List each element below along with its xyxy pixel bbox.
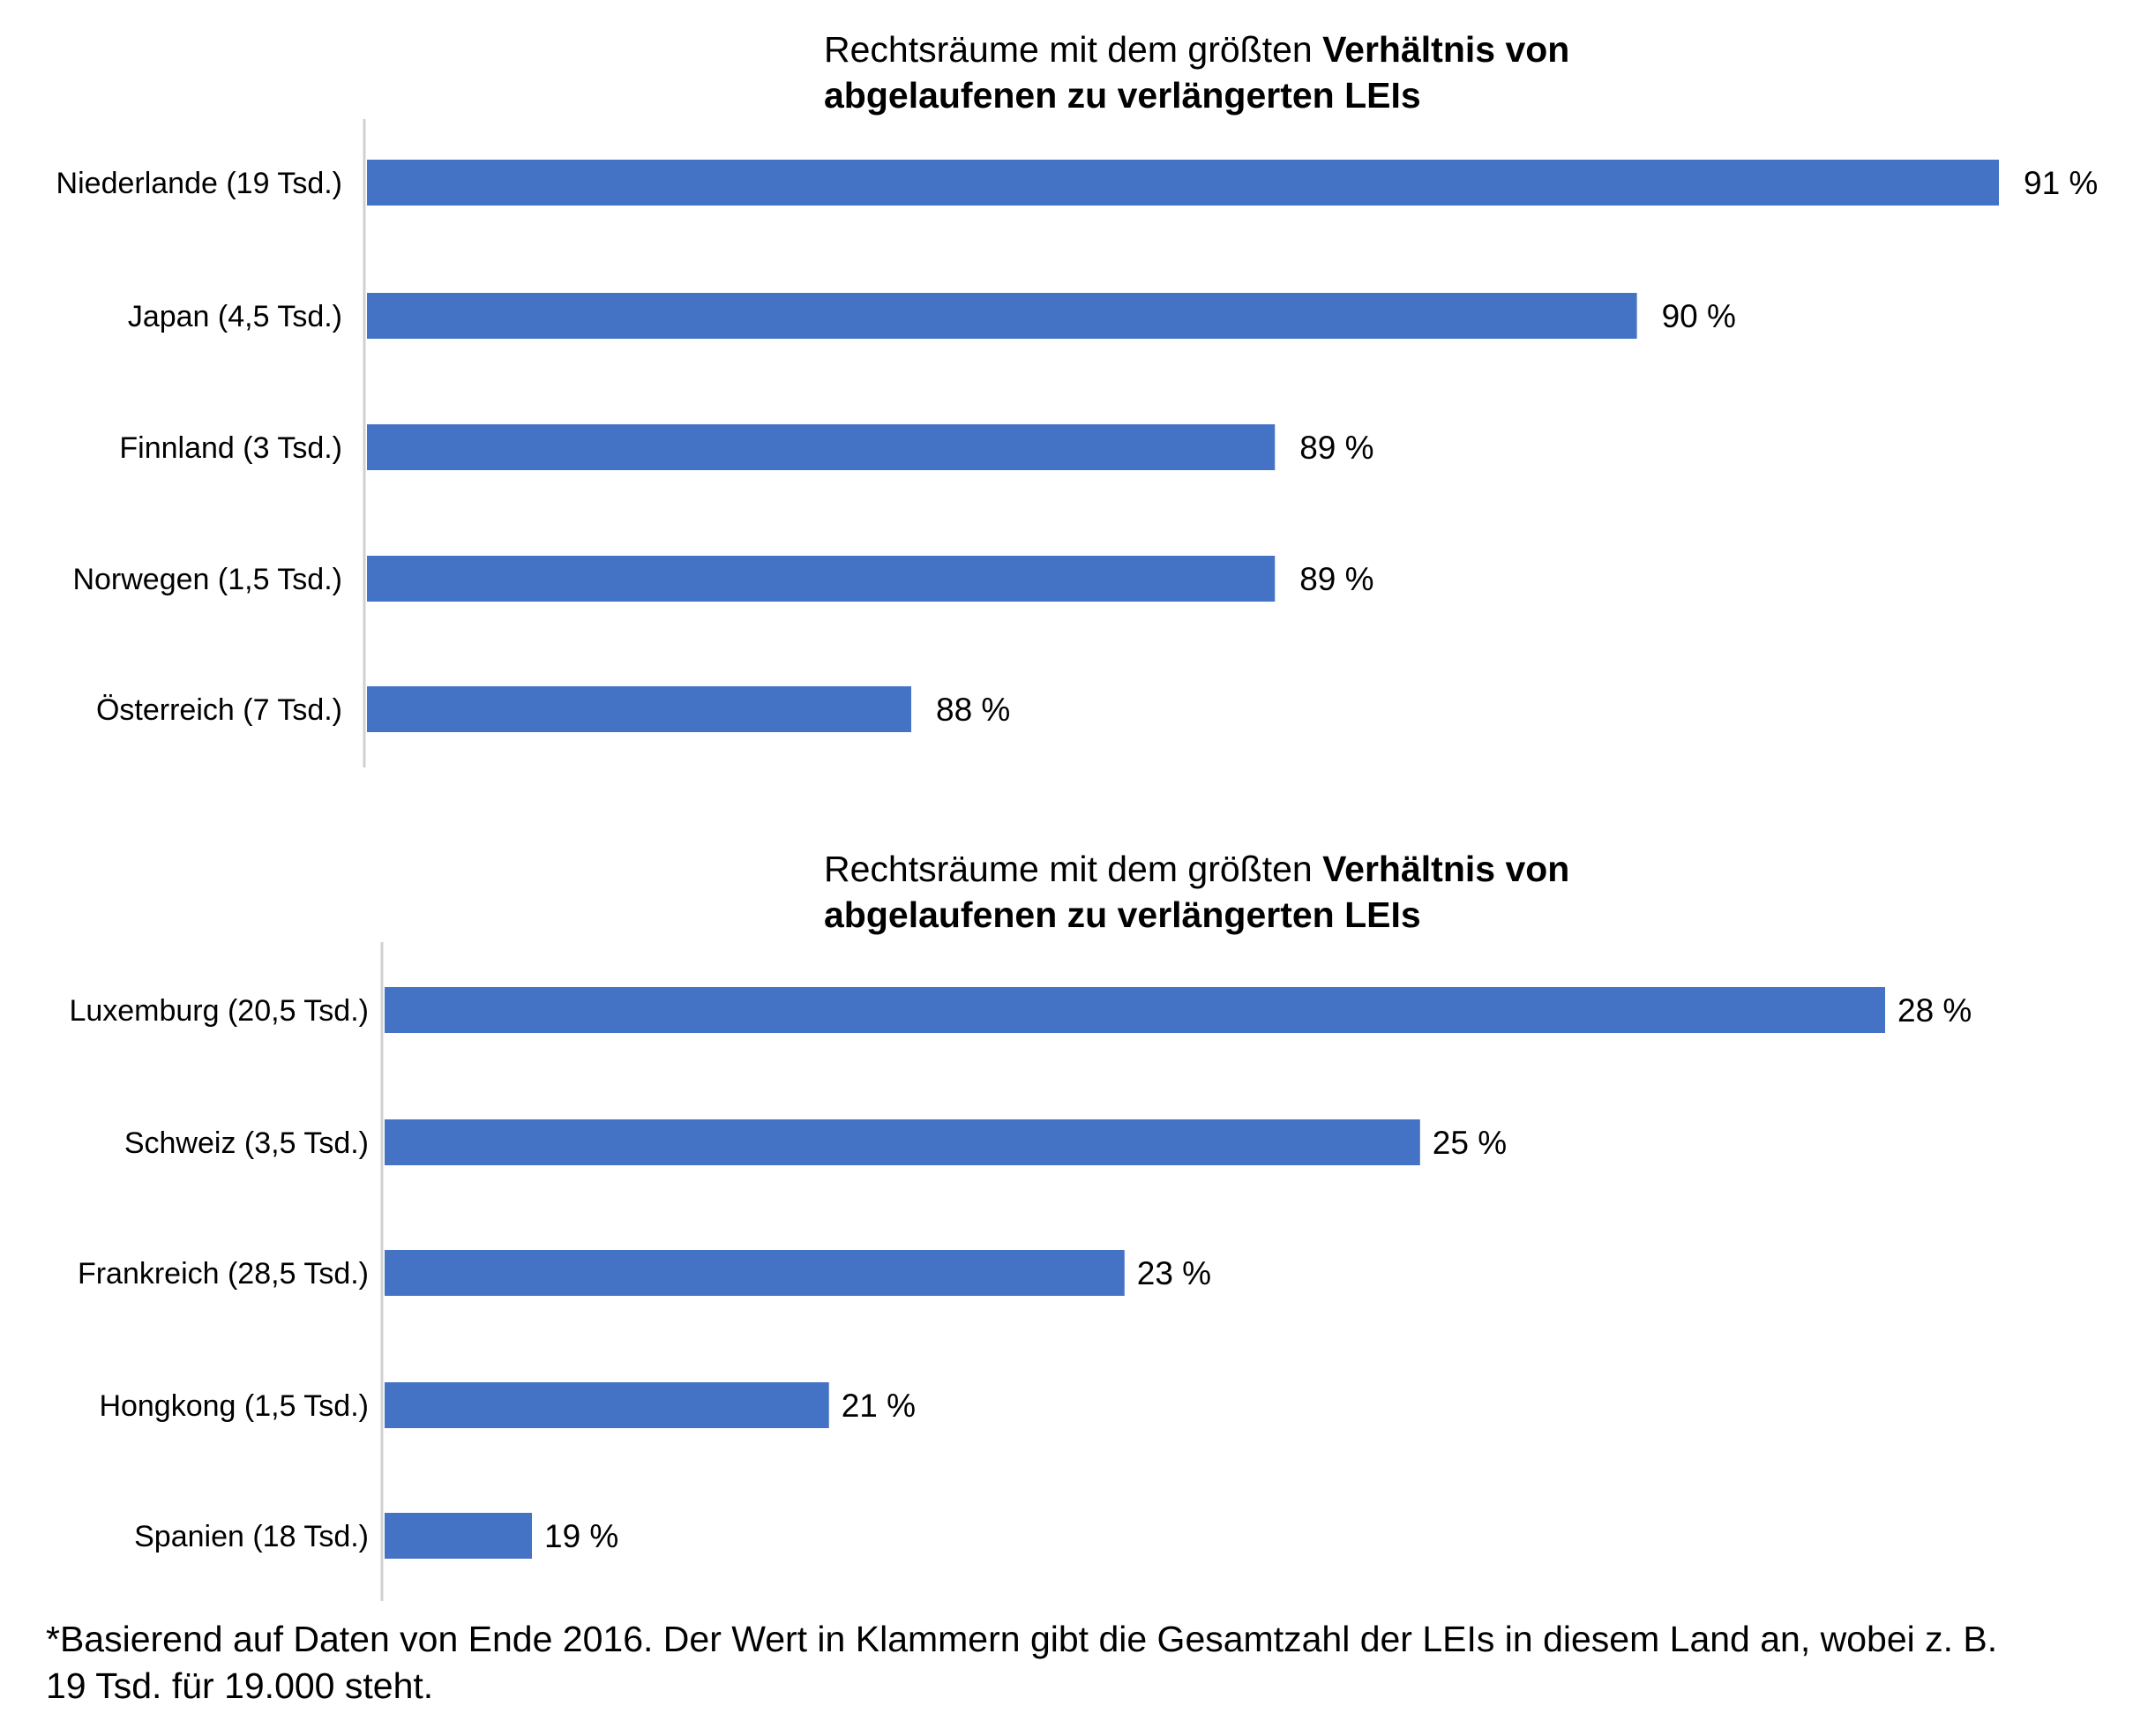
chart-2-title: Rechtsräume mit dem größten Verhältnis v…	[824, 846, 1569, 938]
chart-2-category-label-1: Luxemburg (20,5 Tsd.)	[69, 994, 369, 1028]
chart-2-category-label-4: Hongkong (1,5 Tsd.)	[99, 1389, 369, 1423]
chart-1-category-label-3: Finnland (3 Tsd.)	[119, 431, 342, 465]
chart-2: Luxemburg (20,5 Tsd.) 28 % Schweiz (3,5 Ts…	[69, 942, 1972, 1601]
chart-1-bar-4	[367, 556, 1276, 602]
chart-1-title-line-1: Rechtsräume mit dem größten Verhältnis v…	[824, 26, 1569, 72]
chart-1-category-label-2: Japan (4,5 Tsd.)	[128, 300, 342, 333]
chart-1-value-label-2: 90 %	[1662, 298, 1736, 334]
chart-2-value-label-3: 23 %	[1137, 1255, 1211, 1291]
chart-2-title-line-1: Rechtsräume mit dem größten Verhältnis v…	[824, 846, 1569, 892]
chart-2-bar-5	[385, 1513, 532, 1559]
chart-1-title-normal: Rechtsräume mit dem größten	[824, 29, 1323, 70]
chart-1-bar-2	[367, 293, 1637, 339]
chart-2-value-label-1: 28 %	[1897, 992, 1972, 1029]
chart-2-title-bold-1: Verhältnis von	[1322, 849, 1570, 889]
chart-1: Niederlande (19 Tsd.) 91 % Japan (4,5 Tsd.…	[56, 119, 2098, 767]
chart-2-bar-1	[385, 987, 1885, 1033]
chart-2-bar-4	[385, 1382, 829, 1428]
footnote: *Basierend auf Daten von Ende 2016. Der …	[46, 1616, 2128, 1710]
chart-1-bar-5	[367, 686, 911, 732]
chart-1-title-line-2: abgelaufenen zu verlängerten LEIs	[824, 75, 1421, 116]
footnote-line-2: 19 Tsd. für 19.000 steht.	[46, 1665, 434, 1706]
chart-1-value-label-5: 88 %	[936, 692, 1010, 728]
chart-1-value-label-3: 89 %	[1299, 430, 1373, 466]
chart-1-title: Rechtsräume mit dem größten Verhältnis v…	[824, 26, 1569, 118]
footnote-line-1: *Basierend auf Daten von Ende 2016. Der …	[46, 1619, 1998, 1659]
chart-1-bar-3	[367, 424, 1276, 470]
chart-1-value-label-4: 89 %	[1299, 561, 1373, 597]
chart-1-category-label-4: Norwegen (1,5 Tsd.)	[72, 563, 342, 596]
chart-1-value-label-1: 91 %	[2024, 165, 2098, 201]
chart-1-bar-1	[367, 160, 1999, 206]
chart-2-value-label-5: 19 %	[544, 1518, 618, 1554]
chart-1-title-bold-1: Verhältnis von	[1322, 29, 1570, 70]
chart-2-bar-3	[385, 1250, 1125, 1296]
chart-2-value-label-4: 21 %	[842, 1388, 916, 1424]
chart-2-bar-2	[385, 1119, 1420, 1165]
chart-2-category-label-5: Spanien (18 Tsd.)	[134, 1520, 369, 1553]
chart-2-value-label-2: 25 %	[1433, 1125, 1507, 1161]
chart-1-category-label-1: Niederlande (19 Tsd.)	[56, 167, 342, 200]
chart-2-title-normal: Rechtsräume mit dem größten	[824, 849, 1323, 889]
chart-2-category-label-3: Frankreich (28,5 Tsd.)	[78, 1257, 369, 1291]
chart-2-category-label-2: Schweiz (3,5 Tsd.)	[124, 1126, 369, 1160]
chart-2-title-line-2: abgelaufenen zu verlängerten LEIs	[824, 894, 1421, 935]
chart-1-category-label-5: Österreich (7 Tsd.)	[96, 693, 342, 727]
